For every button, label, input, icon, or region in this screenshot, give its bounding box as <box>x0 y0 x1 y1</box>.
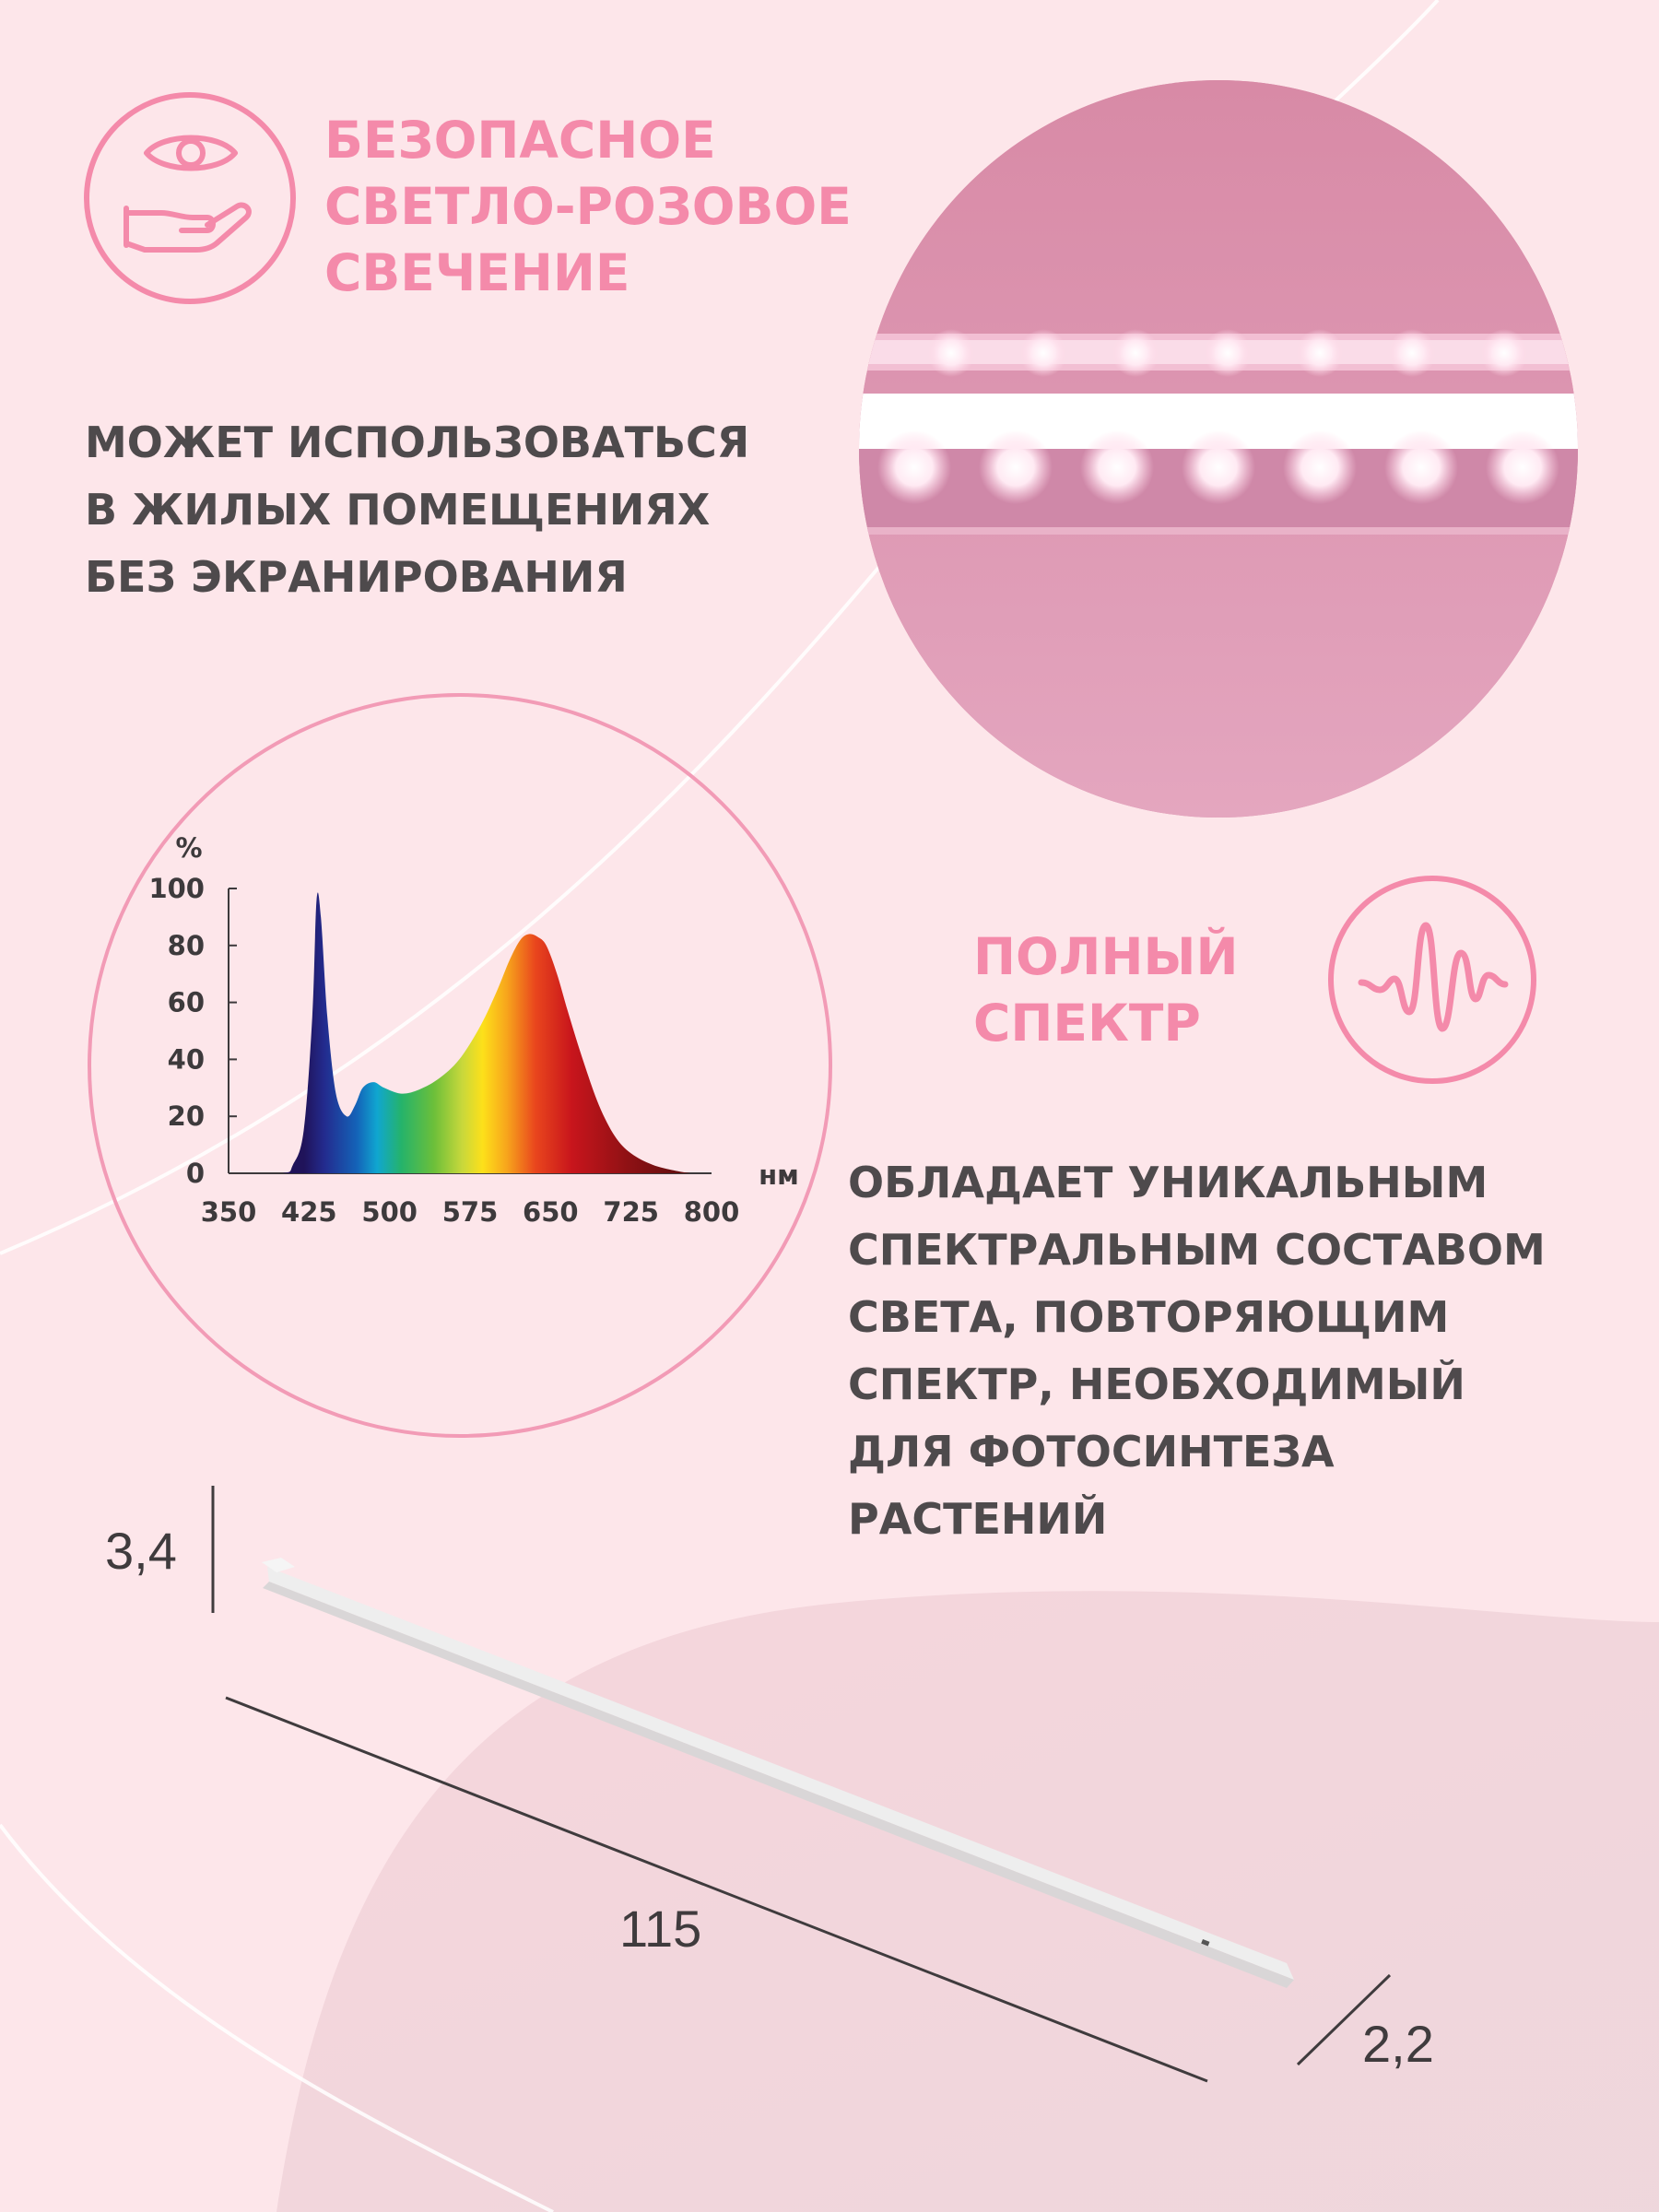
x-tick-label: 725 <box>603 1196 659 1228</box>
safe-glow-title-line: БЕЗОПАСНОЕ <box>324 111 716 170</box>
eye-hand-icon <box>124 135 252 253</box>
safe-glow-description-line: МОЖЕТ ИСПОЛЬЗОВАТЬСЯ <box>85 418 750 467</box>
y-axis-label: % <box>175 832 202 864</box>
y-tick-label: 80 <box>168 930 205 961</box>
full-spectrum-description-line: ОБЛАДАЕТ УНИКАЛЬНЫМ <box>848 1158 1488 1207</box>
full-spectrum-title-line: ПОЛНЫЙ <box>973 927 1239 986</box>
spectrum-chart-badge <box>88 693 832 1438</box>
full-spectrum-description-line: РАСТЕНИЙ <box>848 1494 1108 1544</box>
safe-glow-title-line: СВЕЧЕНИЕ <box>324 243 630 302</box>
waveform-icon <box>1358 922 1509 1032</box>
led-strip-illustration <box>859 80 1578 818</box>
led-glow-photo <box>859 80 1578 818</box>
length-dimension-line <box>225 1696 1208 2083</box>
x-axis-label: нм <box>759 1159 799 1191</box>
waveform-icon-badge <box>1328 876 1536 1084</box>
spectrum-area <box>229 892 690 1173</box>
eye-hand-icon-badge <box>84 92 296 304</box>
led-lamp-image <box>262 1558 1294 1988</box>
safe-glow-description: МОЖЕТ ИСПОЛЬЗОВАТЬСЯ В ЖИЛЫХ ПОМЕЩЕНИЯХ … <box>85 409 749 611</box>
y-tick-label: 60 <box>168 987 205 1018</box>
depth-dimension-line <box>1296 1973 1392 2066</box>
safe-glow-title: БЕЗОПАСНОЕ СВЕТЛО-РОЗОВОЕ СВЕЧЕНИЕ <box>324 107 852 306</box>
safe-glow-description-line: БЕЗ ЭКРАНИРОВАНИЯ <box>85 552 628 602</box>
x-tick-label: 650 <box>523 1196 579 1228</box>
safe-glow-title-line: СВЕТЛО-РОЗОВОЕ <box>324 177 852 236</box>
y-tick-label: 100 <box>148 873 205 904</box>
full-spectrum-title-line: СПЕКТР <box>973 994 1201 1053</box>
safe-glow-description-line: В ЖИЛЫХ ПОМЕЩЕНИЯХ <box>85 485 711 535</box>
x-tick-label: 800 <box>684 1196 740 1228</box>
full-spectrum-description-line: СПЕКТР, НЕОБХОДИМЫЙ <box>848 1359 1465 1409</box>
full-spectrum-description-line: СПЕКТРАЛЬНЫМ СОСТАВОМ <box>848 1225 1546 1275</box>
full-spectrum-description: ОБЛАДАЕТ УНИКАЛЬНЫМ СПЕКТРАЛЬНЫМ СОСТАВО… <box>848 1149 1546 1553</box>
full-spectrum-title: ПОЛНЫЙ СПЕКТР <box>973 924 1239 1056</box>
x-tick-label: 350 <box>201 1196 257 1228</box>
full-spectrum-description-line: ДЛЯ ФОТОСИНТЕЗА <box>848 1427 1335 1477</box>
x-tick-label: 500 <box>361 1196 418 1228</box>
depth-dimension-label: 2,2 <box>1362 2015 1434 2073</box>
x-tick-label: 575 <box>442 1196 499 1228</box>
full-spectrum-description-line: СВЕТА, ПОВТОРЯЮЩИМ <box>848 1292 1450 1342</box>
y-tick-label: 40 <box>168 1043 205 1075</box>
height-dimension-label: 3,4 <box>105 1522 177 1580</box>
y-tick-label: 0 <box>186 1158 205 1189</box>
length-dimension-label: 115 <box>619 1900 702 1958</box>
x-tick-label: 425 <box>281 1196 337 1228</box>
y-tick-label: 20 <box>168 1100 205 1132</box>
